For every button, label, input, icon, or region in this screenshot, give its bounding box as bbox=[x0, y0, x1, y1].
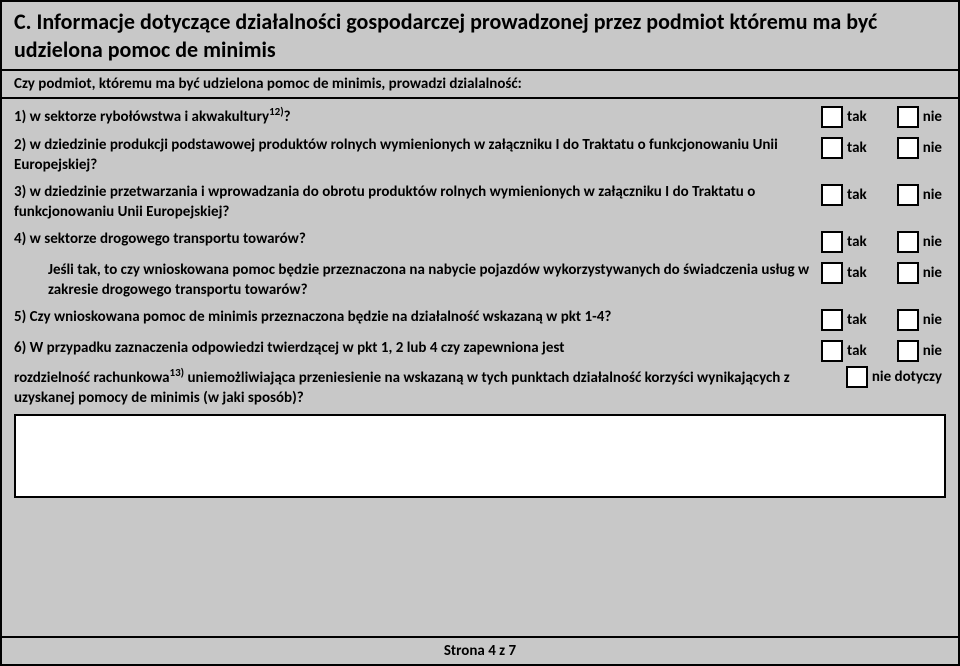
q6-no-label: nie bbox=[923, 342, 942, 360]
q6-na-label: nie dotyczy bbox=[872, 368, 942, 386]
question-4: 4) w sektorze drogowego transportu towar… bbox=[14, 230, 821, 250]
q2-no-label: nie bbox=[923, 139, 942, 157]
q4a-yes-label: tak bbox=[847, 264, 867, 282]
q5-no-checkbox[interactable] bbox=[897, 309, 919, 331]
question-6-line1: 6) W przypadku zaznaczenia odpowiedzi tw… bbox=[14, 339, 821, 359]
q5-yes-checkbox[interactable] bbox=[821, 309, 843, 331]
q4a-checks: tak nie bbox=[821, 261, 946, 284]
question-4a: Jeśli tak, to czy wnioskowana pomoc będz… bbox=[14, 261, 821, 300]
question-5: 5) Czy wnioskowana pomoc de minimis prze… bbox=[14, 308, 821, 328]
q2-yes-checkbox[interactable] bbox=[821, 137, 843, 159]
q4-checks: tak nie bbox=[821, 230, 946, 253]
intro-text: Czy podmiot, któremu ma być udzielona po… bbox=[2, 71, 958, 99]
question-3: 3) w dziedzinie przetwarzania i wprowadz… bbox=[14, 183, 821, 222]
section-title: C. Informacje dotyczące działalności gos… bbox=[2, 2, 958, 71]
q6-freetext-input[interactable] bbox=[14, 414, 946, 498]
q3-yes-checkbox[interactable] bbox=[821, 184, 843, 206]
q4-no-checkbox[interactable] bbox=[897, 231, 919, 253]
q3-no-checkbox[interactable] bbox=[897, 184, 919, 206]
q3-yes-label: tak bbox=[847, 186, 867, 204]
q4-yes-label: tak bbox=[847, 233, 867, 251]
q6-checks: tak nie bbox=[821, 339, 946, 362]
q4a-no-label: nie bbox=[923, 264, 942, 282]
q6b-sup: 13) bbox=[170, 366, 185, 379]
q1-yes-checkbox[interactable] bbox=[821, 106, 843, 128]
q6-yes-label: tak bbox=[847, 342, 867, 360]
q4-yes-checkbox[interactable] bbox=[821, 231, 843, 253]
q1-no-checkbox[interactable] bbox=[897, 106, 919, 128]
q6-no-checkbox[interactable] bbox=[897, 340, 919, 362]
q1-end: ? bbox=[284, 108, 291, 126]
q4-no-label: nie bbox=[923, 233, 942, 251]
q2-yes-label: tak bbox=[847, 139, 867, 157]
form-body: 1) w sektorze rybołówstwa i akwakultury1… bbox=[2, 99, 958, 498]
q1-checks: tak nie bbox=[821, 105, 946, 128]
q1-yes-label: tak bbox=[847, 108, 867, 126]
page-footer: Strona 4 z 7 bbox=[2, 636, 958, 664]
q1-sup: 12) bbox=[269, 105, 284, 118]
q6-na-checkbox[interactable] bbox=[846, 366, 868, 388]
q2-checks: tak nie bbox=[821, 136, 946, 159]
q6b-pre: rozdzielność rachunkowa bbox=[14, 369, 170, 387]
q5-no-label: nie bbox=[923, 311, 942, 329]
question-2: 2) w dziedzinie produkcji podstawowej pr… bbox=[14, 136, 821, 175]
q3-checks: tak nie bbox=[821, 183, 946, 206]
q1-text: 1) w sektorze rybołówstwa i akwakultury bbox=[14, 108, 269, 126]
q2-no-checkbox[interactable] bbox=[897, 137, 919, 159]
q4a-no-checkbox[interactable] bbox=[897, 262, 919, 284]
page-frame: C. Informacje dotyczące działalności gos… bbox=[0, 0, 960, 666]
q5-yes-label: tak bbox=[847, 311, 867, 329]
question-6-line2: rozdzielność rachunkowa13) uniemożliwiaj… bbox=[14, 366, 846, 408]
q3-no-label: nie bbox=[923, 186, 942, 204]
q6-na-group: nie dotyczy bbox=[846, 366, 942, 388]
q6-yes-checkbox[interactable] bbox=[821, 340, 843, 362]
q4a-yes-checkbox[interactable] bbox=[821, 262, 843, 284]
q5-checks: tak nie bbox=[821, 308, 946, 331]
q1-no-label: nie bbox=[923, 108, 942, 126]
question-1: 1) w sektorze rybołówstwa i akwakultury1… bbox=[14, 105, 821, 128]
